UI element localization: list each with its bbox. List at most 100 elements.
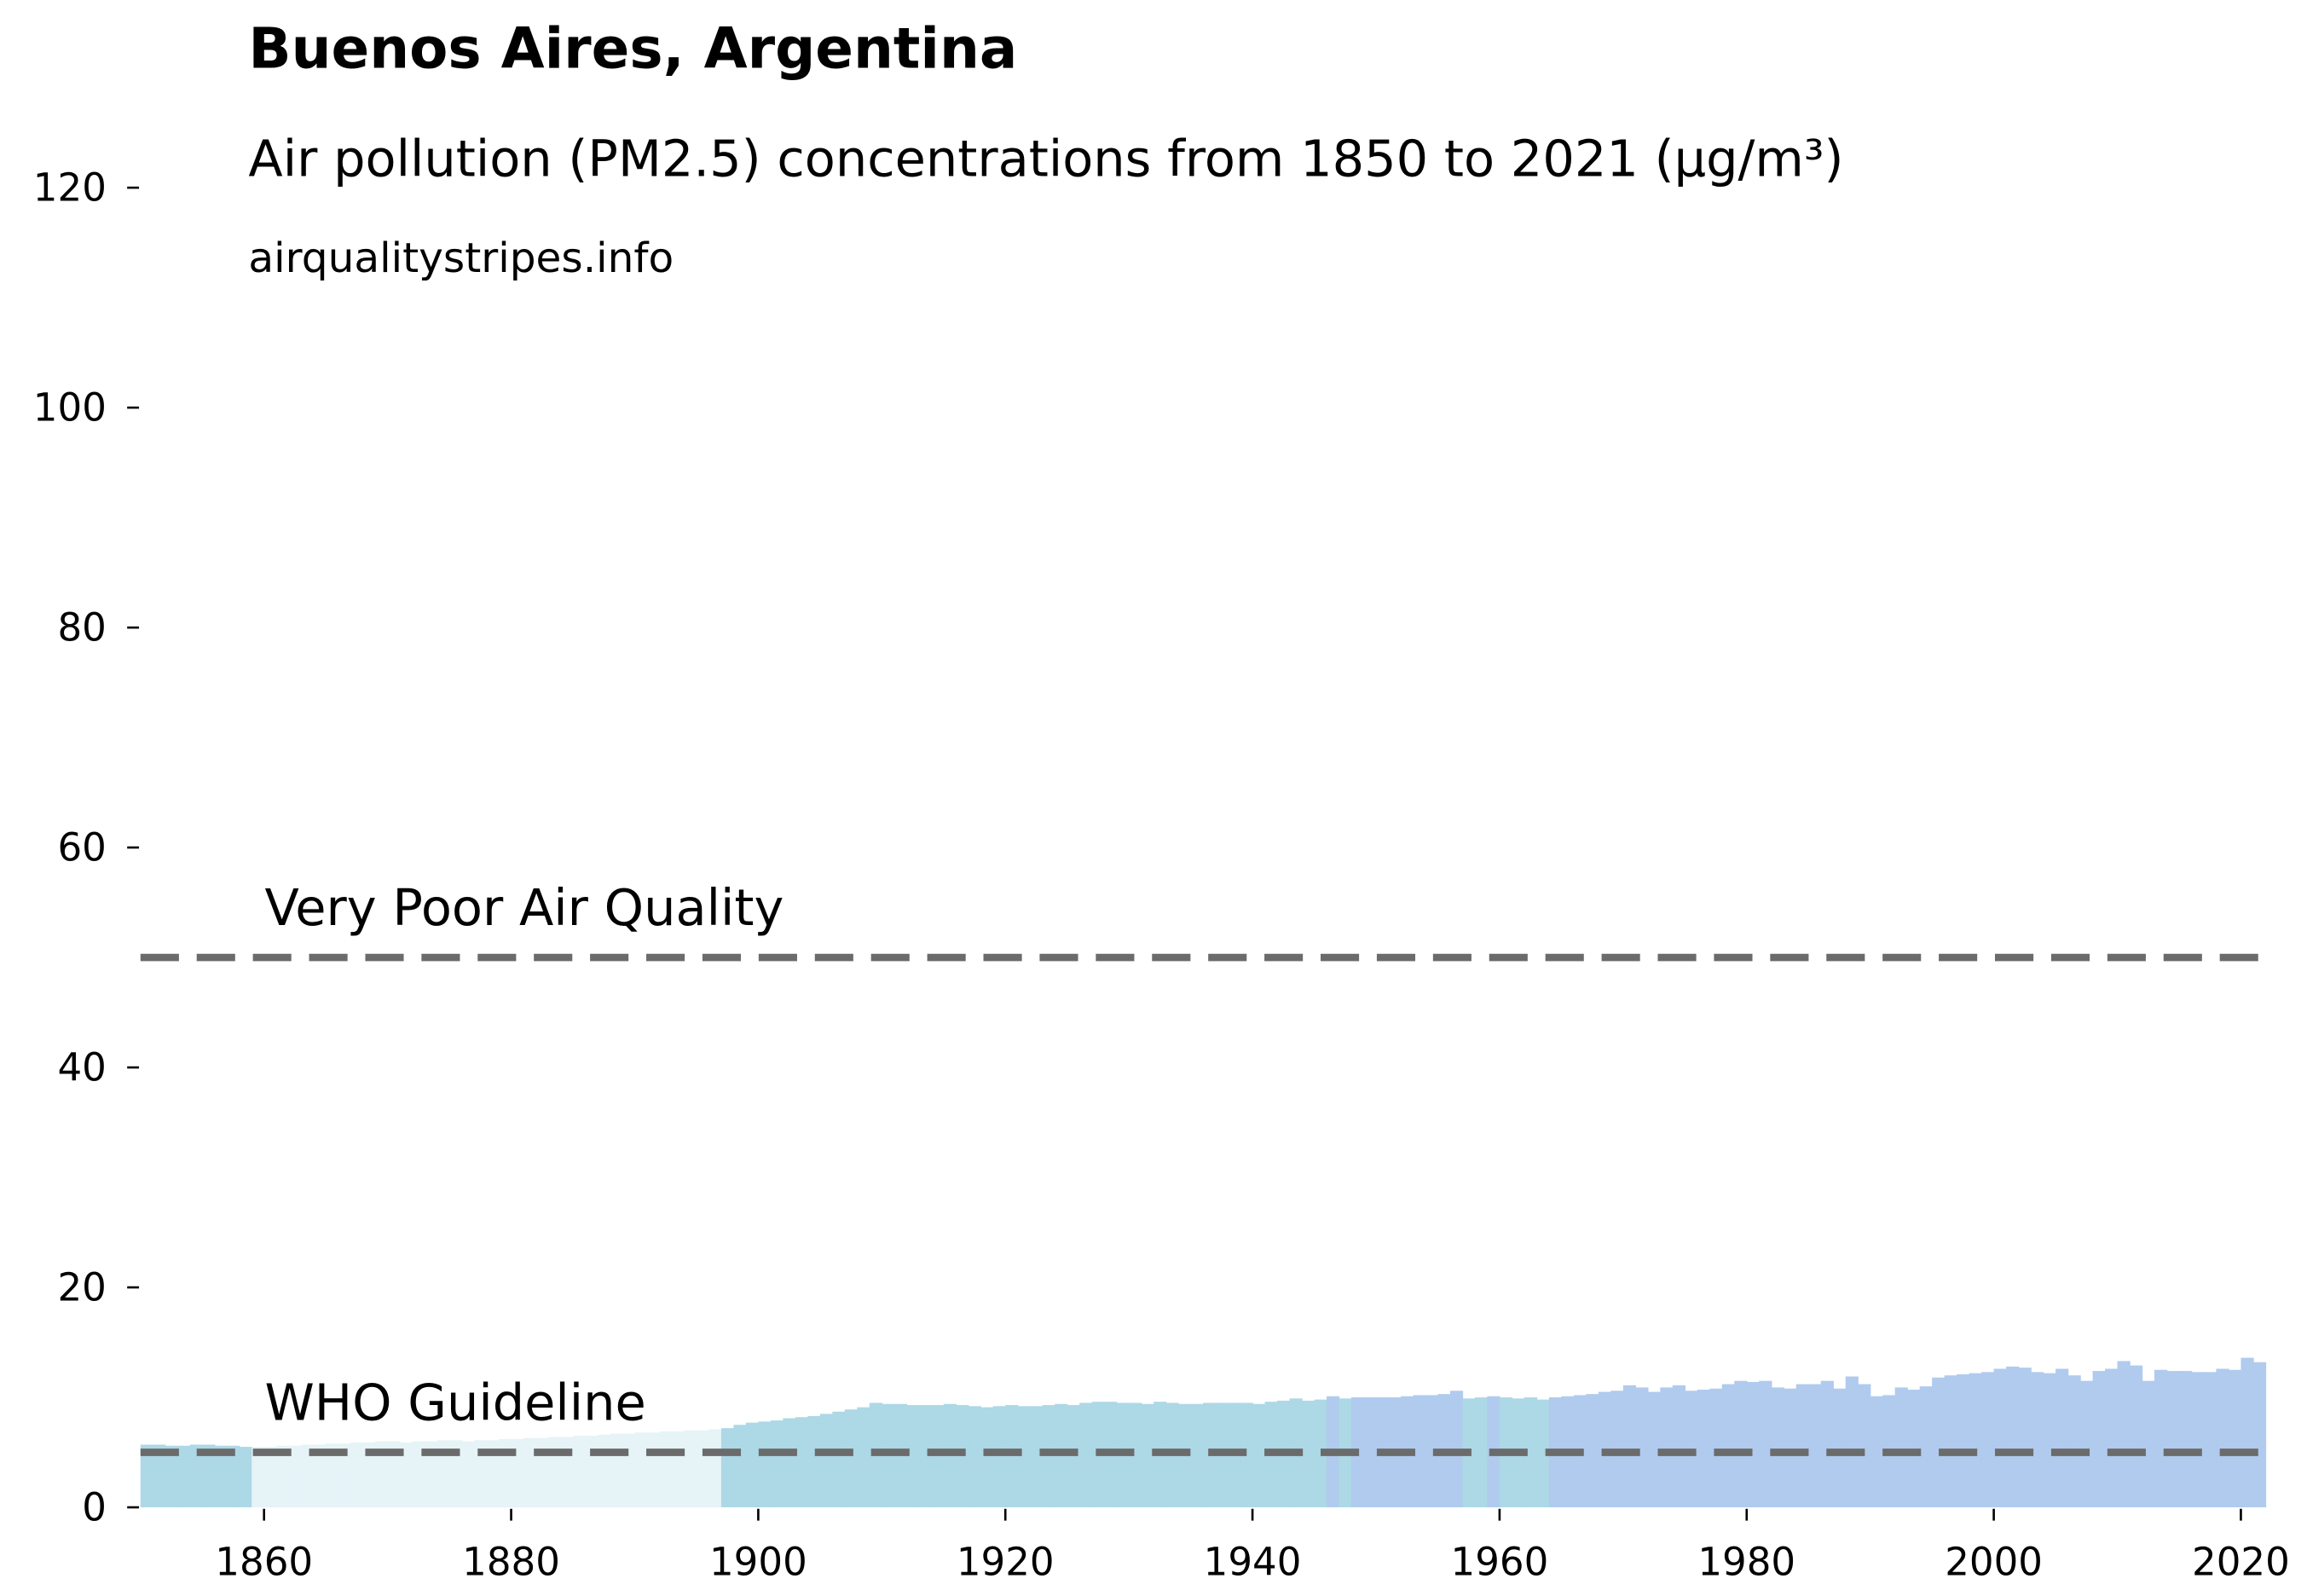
bar <box>1425 1395 1439 1507</box>
x-tick-label: 1920 <box>957 1540 1055 1585</box>
bar <box>2006 1366 2020 1507</box>
bar <box>437 1440 450 1507</box>
x-tick-label: 2000 <box>1945 1540 2043 1585</box>
bar <box>140 1444 153 1507</box>
bar <box>646 1432 661 1507</box>
bar <box>992 1406 1006 1507</box>
bar <box>1833 1388 1847 1507</box>
bar <box>2031 1372 2044 1507</box>
bar <box>1746 1381 1760 1507</box>
bar <box>153 1444 166 1507</box>
bar <box>1030 1406 1044 1507</box>
bar <box>1413 1395 1426 1507</box>
x-tick-label: 1960 <box>1451 1540 1549 1585</box>
y-tick-label: 120 <box>33 165 107 211</box>
bar <box>906 1405 920 1507</box>
bar <box>783 1418 796 1507</box>
bar <box>844 1409 859 1507</box>
bar <box>1894 1387 1908 1507</box>
bar <box>1302 1400 1315 1507</box>
y-tick-label: 20 <box>57 1265 106 1310</box>
bar <box>1870 1396 1883 1507</box>
bar <box>202 1444 216 1507</box>
bar <box>461 1441 475 1507</box>
bar <box>1981 1372 1995 1507</box>
y-tick-label: 40 <box>57 1045 106 1090</box>
bar <box>523 1437 537 1507</box>
bar <box>252 1447 265 1507</box>
x-tick-label: 1900 <box>709 1540 807 1585</box>
bar <box>573 1436 587 1507</box>
bar <box>486 1440 500 1507</box>
bar <box>276 1445 290 1507</box>
bar <box>1858 1384 1871 1507</box>
bar <box>720 1428 735 1507</box>
bar <box>956 1405 969 1507</box>
bar <box>2080 1380 2094 1507</box>
reference-label: WHO Guideline <box>264 1373 645 1431</box>
bar <box>2092 1371 2106 1507</box>
bar <box>449 1440 463 1507</box>
bar <box>560 1437 574 1507</box>
bar <box>2191 1372 2205 1507</box>
bar <box>239 1447 252 1507</box>
bar <box>2105 1368 2119 1507</box>
bar <box>1017 1406 1031 1507</box>
bar <box>375 1441 389 1507</box>
reference-label: Very Poor Air Quality <box>264 878 783 937</box>
bar <box>511 1439 524 1507</box>
bar <box>1932 1377 1946 1507</box>
bar <box>535 1437 549 1507</box>
bar <box>622 1433 636 1507</box>
bar <box>177 1445 191 1507</box>
bar <box>548 1437 562 1507</box>
bar <box>214 1445 228 1507</box>
bar <box>1820 1380 1834 1507</box>
bar <box>1808 1384 1822 1507</box>
bar <box>2241 1357 2254 1507</box>
bar <box>2142 1380 2155 1507</box>
bar <box>350 1442 364 1507</box>
bar <box>2117 1361 2131 1507</box>
y-tick-label: 60 <box>57 825 106 870</box>
x-tick-label: 1880 <box>462 1540 560 1585</box>
bar <box>1759 1380 1772 1507</box>
bar <box>2055 1368 2069 1507</box>
bar <box>387 1441 401 1507</box>
chart-title: Buenos Aires, Argentina <box>248 16 1017 82</box>
x-tick-label: 1980 <box>1697 1540 1795 1585</box>
bar <box>1067 1405 1080 1507</box>
bar <box>1672 1385 1685 1507</box>
bar <box>1734 1380 1748 1507</box>
bar <box>1363 1397 1377 1507</box>
bar <box>165 1445 178 1507</box>
bar <box>745 1422 760 1507</box>
x-tick-label: 1940 <box>1204 1540 1302 1585</box>
bar <box>2043 1373 2056 1507</box>
bar <box>301 1444 315 1507</box>
bar <box>412 1441 425 1507</box>
bar <box>1586 1394 1599 1507</box>
bar <box>263 1447 277 1507</box>
bar <box>634 1432 648 1507</box>
bar <box>1660 1387 1674 1507</box>
bar <box>2252 1362 2267 1507</box>
bar <box>1474 1397 1489 1507</box>
y-tick-label: 0 <box>82 1485 107 1530</box>
bar <box>499 1439 512 1507</box>
bar <box>671 1431 685 1507</box>
bar <box>1042 1405 1055 1507</box>
bar <box>968 1406 981 1507</box>
bar <box>1005 1405 1019 1507</box>
bar <box>832 1411 846 1507</box>
bar <box>610 1433 623 1507</box>
bar <box>696 1430 710 1507</box>
bar <box>1252 1403 1266 1507</box>
y-tick-label: 100 <box>33 385 107 431</box>
bar <box>1536 1399 1550 1507</box>
bar <box>1697 1389 1710 1507</box>
bar <box>918 1405 932 1507</box>
bar <box>1190 1403 1204 1507</box>
bar <box>1635 1387 1649 1507</box>
